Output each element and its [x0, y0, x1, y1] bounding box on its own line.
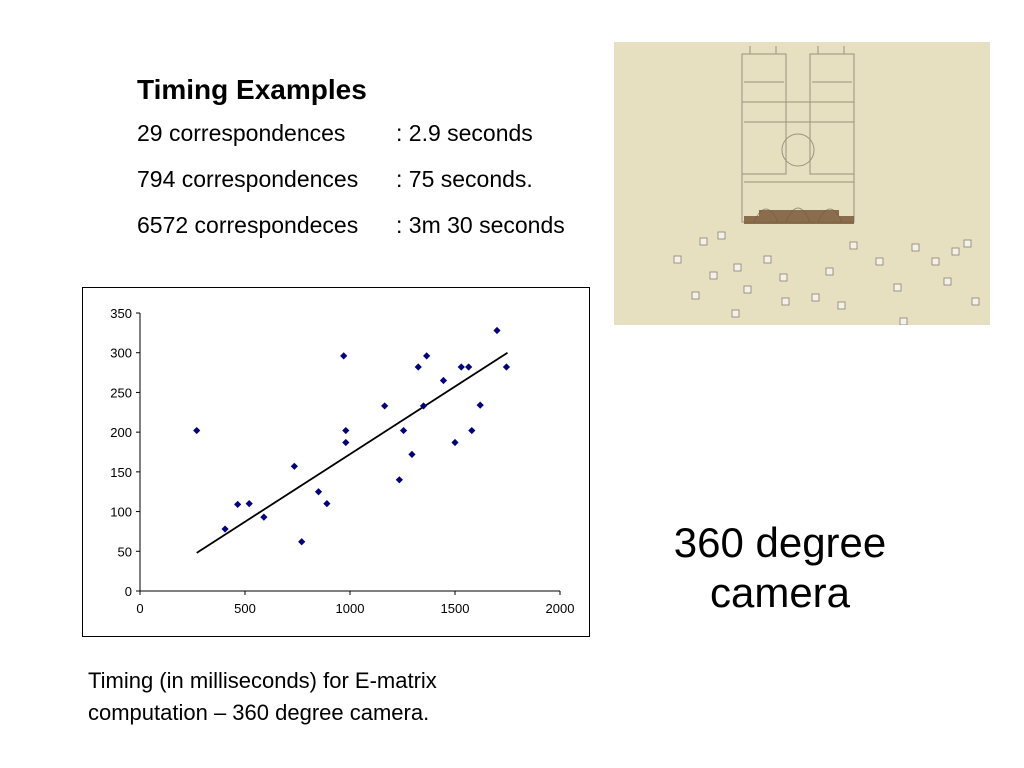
timing-count: 6572 correspondeces	[137, 212, 359, 238]
data-point	[395, 476, 403, 484]
data-point	[423, 352, 431, 360]
y-tick-label: 100	[110, 505, 132, 520]
data-point	[465, 363, 473, 371]
x-tick-label: 0	[136, 601, 143, 616]
y-tick-label: 300	[110, 346, 132, 361]
camera-label-line: 360 degree	[673, 519, 887, 566]
x-tick-label: 1500	[441, 601, 470, 616]
x-tick-label: 2000	[546, 601, 575, 616]
y-tick-label: 200	[110, 425, 132, 440]
y-tick-label: 150	[110, 465, 132, 480]
timing-count: 29 correspondences	[137, 120, 346, 146]
data-point	[340, 352, 348, 360]
y-tick-label: 50	[118, 544, 132, 559]
data-point	[439, 376, 448, 385]
timing-row: 29 correspondences : 2.9 seconds	[137, 110, 607, 156]
x-tick-label: 1000	[336, 601, 365, 616]
timing-duration: : 3m 30 seconds	[396, 212, 565, 238]
timing-row: 6572 correspondeces : 3m 30 seconds	[137, 202, 607, 248]
trendline	[196, 351, 508, 554]
data-point	[451, 438, 459, 447]
y-tick-label: 350	[110, 306, 132, 321]
data-point	[342, 438, 350, 447]
data-point	[314, 488, 323, 496]
scatter-chart: 0 50 100 150 200 250 300 350 0 500 1000 1500 2000	[82, 287, 590, 637]
timing-row: 794 correspondences : 75 seconds.	[137, 156, 607, 202]
data-point	[408, 450, 416, 458]
data-point	[221, 525, 229, 533]
data-point	[457, 363, 465, 371]
camera-label-line: camera	[709, 569, 851, 616]
camera-label: 360 degree camera	[620, 518, 940, 618]
data-point	[260, 513, 268, 521]
caption-line: computation – 360 degree camera.	[88, 700, 430, 725]
notre-dame-point-cloud-image	[614, 42, 990, 326]
data-point	[234, 500, 242, 509]
data-point	[414, 363, 422, 371]
data-point	[476, 401, 484, 409]
caption-line: Timing (in milliseconds) for E-matrix	[88, 668, 437, 693]
chart-caption: Timing (in milliseconds) for E-matrix co…	[88, 665, 568, 729]
data-point	[342, 426, 350, 435]
data-point	[290, 462, 298, 470]
timing-title: Timing Examples	[137, 74, 367, 105]
timing-count: 794 correspondences	[137, 166, 359, 192]
y-tick-label: 0	[125, 584, 132, 599]
data-point	[493, 326, 501, 335]
data-point	[381, 402, 389, 410]
timing-duration: : 75 seconds.	[396, 166, 533, 192]
y-tick-label: 250	[110, 385, 132, 400]
data-point	[502, 363, 511, 371]
data-point	[245, 500, 253, 508]
data-point	[323, 500, 331, 508]
data-point	[468, 426, 476, 435]
timing-examples: Timing Examples 29 correspondences : 2.9…	[137, 70, 607, 248]
x-tick-label: 500	[234, 601, 256, 616]
data-point	[399, 426, 408, 435]
data-point	[193, 426, 201, 435]
chart-svg: 0 50 100 150 200 250 300 350 0 500 1000 1500 2000	[110, 306, 575, 616]
timing-duration: : 2.9 seconds	[396, 120, 533, 146]
data-point	[298, 538, 306, 546]
